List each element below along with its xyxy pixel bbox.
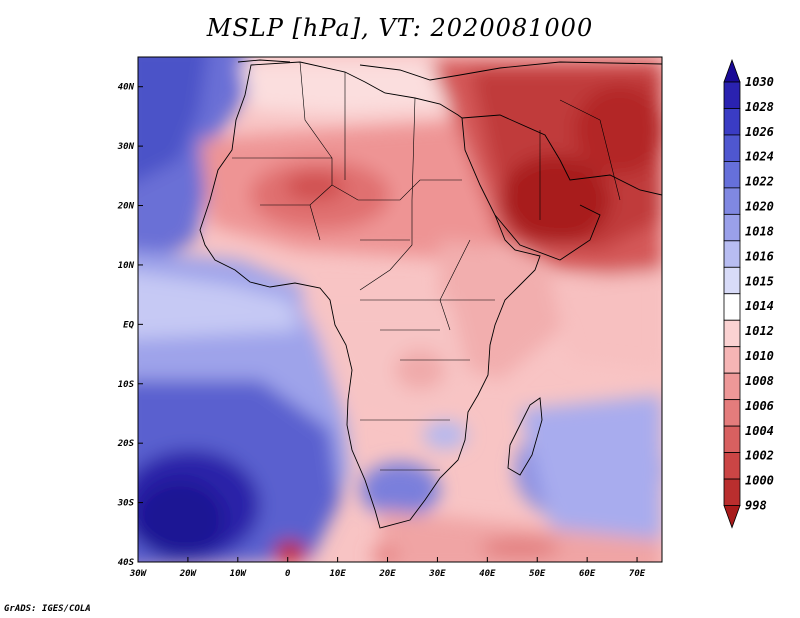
colorbar-swatch [723,346,741,374]
colorbar-label: 998 [745,499,767,513]
map-title: MSLP [hPa], VT: 2020081000 [206,14,594,42]
credit-text: GrADS: IGES/COLA [4,604,91,614]
colorbar-label: 1028 [745,100,774,114]
colorbar-label: 1012 [745,324,774,338]
lon-tick-label: 20E [378,569,396,579]
lon-tick-label: 30E [428,569,446,579]
colorbar-label: 1016 [745,249,774,263]
lon-tick-label: 10E [329,569,346,579]
lon-tick-label: 10W [230,569,248,579]
lon-tick-label: 70E [629,569,646,579]
colorbar-swatch [723,425,741,453]
pressure-field [138,57,662,562]
colorbar-swatch [723,399,741,427]
arabia-coastline [461,114,662,261]
colorbar-label: 1000 [745,474,774,488]
lon-axis: 30W 20W 10W 0 10E 20E 30E 40E 50E 60E 70E [129,557,646,579]
colorbar-label: 1002 [745,449,774,463]
colorbar-swatch [723,240,741,268]
colorbar-label: 1014 [745,299,774,313]
lat-tick-label: 20N [117,202,135,212]
colorbar-swatch [723,293,741,321]
colorbar-swatch [723,452,741,480]
colorbar-label: 1004 [745,424,774,438]
lat-tick-label: 40S [118,558,135,568]
colorbar-label: 1022 [745,175,774,189]
colorbar-bottom-arrow [723,505,741,529]
lat-tick-label: 10S [118,380,135,390]
colorbar-label: 1024 [745,150,774,164]
lat-tick-label: 40N [118,83,135,93]
colorbar-swatch [723,187,741,215]
colorbar: 1030 1028 1026 1024 1022 1020 1018 1016 1015 1014… [723,58,774,529]
colorbar-label: 1026 [745,125,774,139]
madagascar [507,397,543,476]
colorbar-swatch [723,372,741,401]
plot-frame [137,56,663,563]
europe-coast [237,59,662,81]
colorbar-top-arrow [723,58,741,83]
colorbar-label: 1018 [745,224,774,238]
lat-tick-label: 10N [118,261,135,271]
lat-tick-label: 30N [117,142,135,152]
lon-tick-label: 60E [579,569,596,579]
lon-tick-label: 40E [479,569,496,579]
lon-tick-label: 30W [129,569,148,579]
colorbar-swatch [723,161,741,189]
colorbar-label: 1030 [745,75,774,89]
colorbar-swatch [723,266,741,295]
colorbar-swatch [723,108,741,136]
lon-tick-label: 20W [179,569,198,579]
lat-tick-label: 30S [117,499,135,509]
colorbar-swatch [723,213,741,242]
country-borders [232,61,621,471]
lon-tick-label: 50E [529,569,546,579]
colorbar-label: 1006 [745,399,774,413]
lon-tick-label: 0 [285,569,291,579]
colorbar-label: 1015 [745,274,774,288]
coastlines [199,59,662,529]
lat-tick-label: 20S [117,439,135,449]
africa-coastline [199,61,541,529]
colorbar-swatch [723,478,741,506]
colorbar-label: 1010 [745,349,774,363]
lat-tick-label: EQ [123,320,134,330]
lat-axis: 40N 30N 20N 10N EQ 10S 20S 30S 40S [117,83,143,568]
colorbar-swatch [723,81,741,109]
colorbar-label: 1008 [745,374,774,388]
colorbar-swatch [723,134,741,162]
colorbar-swatch [723,319,741,348]
colorbar-label: 1020 [745,200,774,214]
